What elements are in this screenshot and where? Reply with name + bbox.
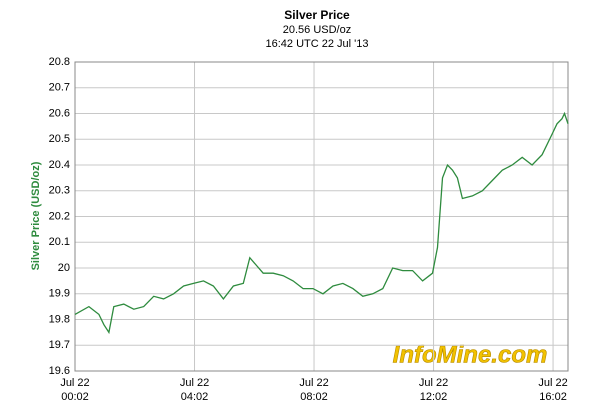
price-line (74, 111, 569, 335)
x-tick-label: Jul 22 (180, 377, 209, 389)
plot-frame (74, 61, 569, 372)
y-tick-label: 20.2 (49, 210, 70, 222)
y-tick-label: 20.7 (49, 82, 70, 94)
x-tick-label: 16:02 (539, 391, 567, 403)
y-tick-label: 19.8 (49, 313, 70, 325)
chart-timestamp: 16:42 UTC 22 Jul '13 (266, 38, 369, 50)
y-tick-label: 20.3 (49, 185, 70, 197)
x-tick-label: 00:02 (61, 391, 89, 403)
y-tick-label: 19.7 (49, 339, 70, 351)
x-tick-label: 08:02 (300, 391, 328, 403)
x-tick-label: 04:02 (181, 391, 209, 403)
y-tick-label: 19.6 (49, 365, 70, 377)
y-tick-label: 20.6 (49, 107, 70, 119)
chart-subtitle: 20.56 USD/oz (283, 24, 351, 36)
y-tick-label: 19.9 (49, 288, 70, 300)
y-tick-label: 20.4 (49, 159, 70, 171)
chart-title: Silver Price (284, 8, 350, 22)
x-tick-label: Jul 22 (419, 377, 448, 389)
x-tick-label: Jul 22 (60, 377, 89, 389)
y-axis-label: Silver Price (USD/oz) (30, 161, 42, 270)
x-tick-label: 12:02 (420, 391, 448, 403)
y-tick-label: 20.8 (49, 56, 70, 68)
y-tick-label: 20 (58, 262, 70, 274)
x-tick-label: Jul 22 (538, 377, 567, 389)
y-tick-label: 20.1 (49, 236, 70, 248)
y-tick-label: 20.5 (49, 133, 70, 145)
x-tick-label: Jul 22 (299, 377, 328, 389)
